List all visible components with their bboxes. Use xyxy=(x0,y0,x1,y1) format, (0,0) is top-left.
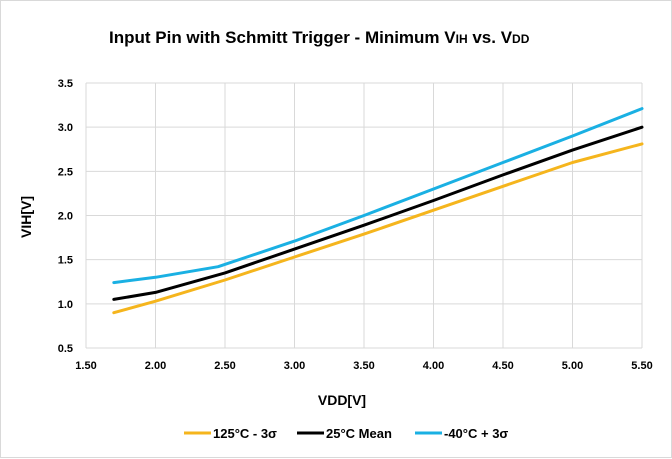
y-tick-label: 3.5 xyxy=(58,78,73,90)
x-tick-label: 5.00 xyxy=(562,360,583,372)
y-tick-label: 1.5 xyxy=(58,255,73,267)
x-axis-title: VDD[V] xyxy=(318,392,366,408)
legend: 125°C - 3σ 25°C Mean -40°C + 3σ xyxy=(184,426,508,441)
series-line-2 xyxy=(112,107,644,285)
y-tick-label: 1.0 xyxy=(58,299,73,311)
chart-title-main: Input Pin with Schmitt Trigger - Minimum… xyxy=(109,28,456,47)
chart-title-mid: vs. V xyxy=(468,28,513,47)
x-tick-label: 1.50 xyxy=(75,360,96,372)
x-tick-label: 2.50 xyxy=(214,360,235,372)
x-tick-label: 3.00 xyxy=(284,360,305,372)
y-tick-label: 2.0 xyxy=(58,211,73,223)
x-tick-label: 5.50 xyxy=(631,360,652,372)
chart-title-sub-ih: IH xyxy=(456,32,468,46)
series-lines xyxy=(112,107,644,315)
series-line-1 xyxy=(112,125,644,301)
chart-title-sub-dd: DD xyxy=(512,32,530,46)
series-line-0 xyxy=(112,142,644,315)
x-tick-label: 4.00 xyxy=(423,360,444,372)
x-tick-label: 3.50 xyxy=(353,360,374,372)
legend-label-0: 125°C - 3σ xyxy=(213,426,277,441)
x-tick-label: 4.50 xyxy=(492,360,513,372)
y-tick-label: 0.5 xyxy=(58,343,73,355)
legend-label-1: 25°C Mean xyxy=(326,426,392,441)
tick-labels: 1.50 2.00 2.50 3.00 3.50 4.00 4.50 5.00 5.50 0.5 1… xyxy=(58,78,653,372)
y-tick-label: 3.0 xyxy=(58,122,73,134)
y-tick-label: 2.5 xyxy=(58,166,73,178)
y-axis-title: VIH[V] xyxy=(18,196,34,238)
legend-label-2: -40°C + 3σ xyxy=(444,426,508,441)
x-tick-label: 2.00 xyxy=(145,360,166,372)
chart-title: Input Pin with Schmitt Trigger - Minimum… xyxy=(109,28,530,47)
